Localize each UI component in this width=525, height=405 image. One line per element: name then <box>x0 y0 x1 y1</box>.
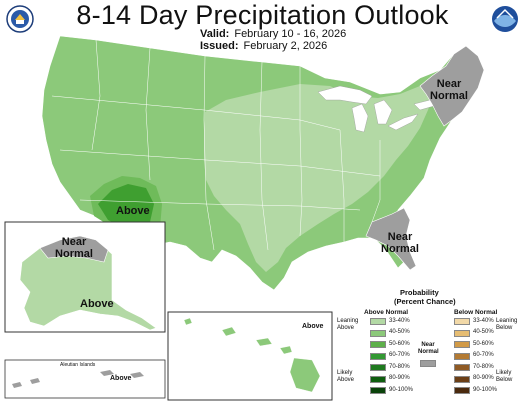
legend-subtitle: (Percent Chance) <box>394 297 456 306</box>
near-normal-southeast <box>365 207 417 271</box>
issued-value: February 2, 2026 <box>243 40 328 52</box>
legend-above-bin-label: 70-80% <box>389 363 410 370</box>
label-near-normal-southeast: Near Normal <box>381 231 419 255</box>
state-lines <box>51 39 381 251</box>
legend-leaning-below: Leaning Below <box>496 318 518 331</box>
legend-below-swatch <box>454 341 470 348</box>
label-near-normal-northeast: Near Normal <box>430 78 468 102</box>
legend-below-swatch <box>454 318 470 325</box>
label-above-aleutians: Above <box>110 375 132 382</box>
legend-above-swatch <box>370 352 386 360</box>
legend-below-header: Below Normal <box>454 309 498 316</box>
label-above-alaska: Above <box>80 298 114 310</box>
hawaii-islands <box>183 317 321 393</box>
issued-label: Issued: <box>200 40 239 52</box>
label-above-southwest: Above <box>116 205 150 217</box>
legend-below-bin-label: 50-60% <box>473 340 494 347</box>
near-normal-northeast <box>419 45 485 127</box>
issued-date: Issued: February 2, 2026 <box>200 40 327 52</box>
valid-dates: Valid: February 10 - 16, 2026 <box>200 28 346 40</box>
legend-above-bin-label: 50-60% <box>389 340 410 347</box>
legend-above-swatch <box>370 364 386 371</box>
legend-above-header: Above Normal <box>364 309 409 316</box>
legend-near-swatch <box>420 360 436 367</box>
valid-label: Valid: <box>200 28 230 40</box>
legend-near-label: Near Normal <box>418 342 439 355</box>
legend-above-bin-label: 90-100% <box>389 386 414 393</box>
legend-above-bin-label: 33-40% <box>389 317 410 324</box>
noaa-logo-icon <box>492 6 518 32</box>
label-near-normal-alaska: Near Normal <box>55 236 93 260</box>
legend-below-swatch <box>454 352 470 360</box>
legend-above-swatch <box>370 375 386 383</box>
legend-leaning-above: Leaning Above <box>337 318 359 331</box>
alaska-near-normal <box>39 235 109 263</box>
legend: Probability (Percent Chance) Above Norma… <box>336 288 524 405</box>
legend-above-swatch <box>370 387 386 394</box>
legend-above-swatch <box>370 318 386 325</box>
aleutian-islands-land <box>12 370 144 388</box>
legend-below-bin-label: 70-80% <box>473 363 494 370</box>
above-33-40-region <box>204 84 434 272</box>
legend-above-bin-label: 40-50% <box>389 329 410 335</box>
aleutian-inset-frame <box>4 359 166 399</box>
legend-below-swatch <box>454 364 470 371</box>
legend-above-bin-label: 60-70% <box>389 352 410 358</box>
legend-likely-below: Likely Below <box>496 370 513 383</box>
legend-below-bin-label: 90-100% <box>473 386 498 393</box>
valid-value: February 10 - 16, 2026 <box>234 28 347 40</box>
doc-seal-icon <box>6 5 34 33</box>
legend-below-swatch <box>454 329 470 337</box>
legend-likely-above: Likely Above <box>337 370 355 383</box>
legend-title: Probability <box>400 288 439 297</box>
legend-below-swatch <box>454 387 470 394</box>
legend-below-bin-label: 60-70% <box>473 352 494 358</box>
legend-below-swatch <box>454 375 470 383</box>
legend-below-bin-label: 80-90% <box>473 375 494 381</box>
great-lakes <box>317 85 435 133</box>
legend-above-bin-label: 80-90% <box>389 375 410 381</box>
legend-below-bin-label: 40-50% <box>473 329 494 335</box>
legend-below-bin-label: 33-40% <box>473 317 494 324</box>
legend-above-swatch <box>370 329 386 337</box>
label-aleutian-islands: Aleutian Islands <box>60 362 96 368</box>
legend-above-swatch <box>370 341 386 348</box>
page-title: 8-14 Day Precipitation Outlook <box>76 0 449 30</box>
label-above-hawaii: Above <box>302 323 324 330</box>
above-50-60-southwest <box>98 184 154 232</box>
